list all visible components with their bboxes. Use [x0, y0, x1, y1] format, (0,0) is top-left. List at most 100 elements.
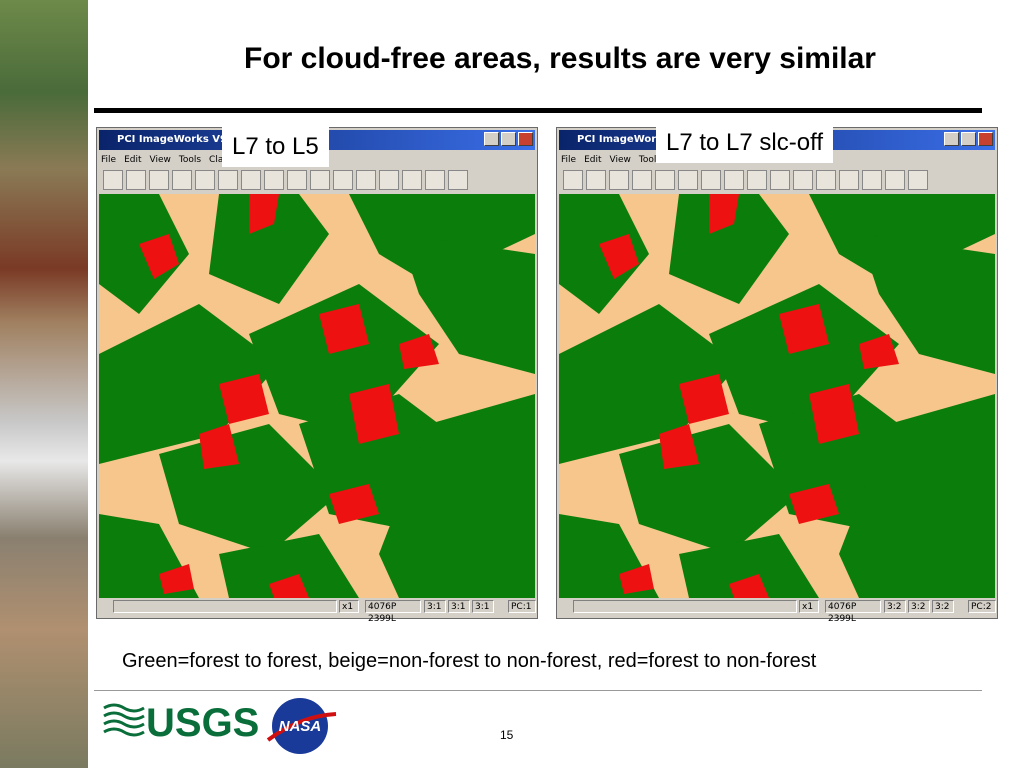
toolbar-button[interactable]: [839, 170, 859, 190]
menu-item[interactable]: Class: [209, 155, 233, 165]
toolbar-button[interactable]: [218, 170, 238, 190]
minimize-button[interactable]: [484, 132, 499, 146]
forest-area: [859, 234, 995, 374]
menu-item[interactable]: Tools: [638, 155, 662, 165]
status-field: 3:2: [884, 600, 906, 613]
toolbar-button[interactable]: [149, 170, 169, 190]
toolbar-button[interactable]: [356, 170, 376, 190]
toolbar-button[interactable]: [103, 170, 123, 190]
forest-loss-area: [219, 374, 269, 424]
toolbar-button[interactable]: [793, 170, 813, 190]
toolbar-button[interactable]: [402, 170, 422, 190]
app-window: PCI ImageWorks V File Edit View Tools x1 4076P…: [556, 127, 998, 624]
forest-area: [379, 394, 535, 598]
toolbar-button[interactable]: [724, 170, 744, 190]
status-field: 3:1: [448, 600, 470, 613]
forest-area: [219, 534, 359, 598]
toolbar-button[interactable]: [701, 170, 721, 190]
caption: Green=forest to forest, beige=non-forest…: [122, 650, 817, 672]
forest-loss-area: [319, 304, 369, 354]
status-bar: x1 4076P 2399L 3:1 3:1 3:1 PC:1: [99, 600, 536, 624]
forest-area: [99, 304, 279, 464]
toolbar-button[interactable]: [632, 170, 652, 190]
forest-loss-area: [619, 564, 654, 594]
title-rule: [94, 108, 982, 113]
forest-area: [559, 304, 739, 464]
menu-item[interactable]: Edit: [124, 155, 142, 165]
toolbar-button[interactable]: [172, 170, 192, 190]
status-field: 4076P 2399L: [365, 600, 421, 624]
toolbar-button[interactable]: [379, 170, 399, 190]
app-window: PCI ImageWorks V9.1. File Edit View Tools Cla…: [96, 127, 538, 624]
maximize-button[interactable]: [961, 132, 976, 146]
toolbar-button[interactable]: [885, 170, 905, 190]
status-field: PC:1: [508, 600, 536, 613]
menu-bar: File Edit View Tools: [561, 152, 669, 168]
menu-item[interactable]: Tools: [178, 155, 202, 165]
menu-item[interactable]: View: [149, 155, 171, 165]
toolbar-button[interactable]: [195, 170, 215, 190]
menu-bar: File Edit View Tools Class: [101, 152, 241, 168]
menu-item[interactable]: File: [561, 155, 577, 165]
status-field: PC:2: [968, 600, 996, 613]
nasa-disc: [272, 698, 328, 754]
satellite-strip: [0, 0, 88, 768]
status-field: 3:1: [424, 600, 446, 613]
maximize-button[interactable]: [501, 132, 516, 146]
toolbar-button[interactable]: [678, 170, 698, 190]
forest-area: [669, 194, 789, 304]
forest-area: [839, 394, 995, 598]
toolbar-button[interactable]: [586, 170, 606, 190]
toolbar-button[interactable]: [908, 170, 928, 190]
usgs-waves: [103, 703, 145, 737]
toolbar-button[interactable]: [264, 170, 284, 190]
menu-item[interactable]: Edit: [584, 155, 602, 165]
status-field: 3:2: [932, 600, 954, 613]
close-button[interactable]: [978, 132, 993, 146]
toolbar-button[interactable]: [287, 170, 307, 190]
toolbar-button[interactable]: [816, 170, 836, 190]
nasa-logo: NASA: [279, 718, 322, 735]
classification-map: [99, 194, 535, 598]
toolbar-button[interactable]: [126, 170, 146, 190]
forest-loss-area: [679, 374, 729, 424]
toolbar-button[interactable]: [448, 170, 468, 190]
toolbar-button[interactable]: [862, 170, 882, 190]
usgs-logo: USGS: [146, 701, 259, 745]
toolbar-button[interactable]: [241, 170, 261, 190]
toolbar-button[interactable]: [563, 170, 583, 190]
toolbar-button[interactable]: [609, 170, 629, 190]
toolbar-button[interactable]: [425, 170, 445, 190]
forest-loss-area: [809, 384, 859, 444]
forest-loss-area: [729, 574, 769, 598]
toolbar-button[interactable]: [770, 170, 790, 190]
panel-label: L7 to L7 slc-off: [656, 123, 833, 163]
panel-label: L7 to L5: [222, 127, 329, 167]
title: For cloud-free areas, results are very s…: [244, 42, 876, 75]
forest-loss-area: [659, 424, 699, 469]
forest-loss-area: [399, 334, 439, 369]
menu-item[interactable]: File: [101, 155, 117, 165]
toolbar-button[interactable]: [310, 170, 330, 190]
forest-loss-area: [269, 574, 309, 598]
forest-loss-area: [779, 304, 829, 354]
forest-loss-area: [249, 194, 279, 234]
menu-item[interactable]: View: [609, 155, 631, 165]
minimize-button[interactable]: [944, 132, 959, 146]
toolbar-button[interactable]: [655, 170, 675, 190]
forest-area: [209, 194, 329, 304]
status-field: 3:2: [908, 600, 930, 613]
forest-area: [399, 234, 535, 374]
forest-loss-area: [789, 484, 839, 524]
forest-loss-area: [599, 234, 639, 279]
toolbar-button[interactable]: [747, 170, 767, 190]
status-field: 4076P 2399L: [825, 600, 881, 624]
logos: USGS NASA: [103, 698, 337, 754]
footer-rule: [94, 690, 982, 691]
close-button[interactable]: [518, 132, 533, 146]
toolbar-button[interactable]: [333, 170, 353, 190]
status-field: [573, 600, 797, 613]
forest-loss-area: [329, 484, 379, 524]
status-field: 3:1: [472, 600, 494, 613]
